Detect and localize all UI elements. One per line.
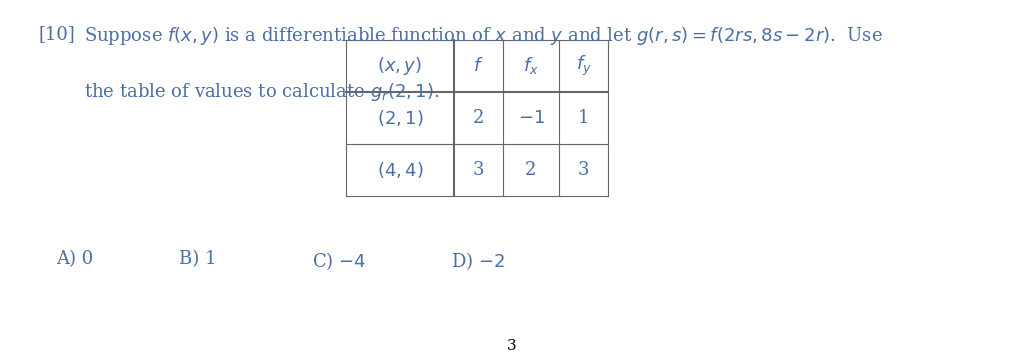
Text: A) 0: A) 0 bbox=[56, 250, 93, 268]
Text: $(x, y)$: $(x, y)$ bbox=[378, 55, 422, 77]
Text: [10]: [10] bbox=[39, 25, 76, 43]
Text: 3: 3 bbox=[507, 339, 517, 353]
Text: $f$: $f$ bbox=[473, 57, 483, 75]
Text: $f_x$: $f_x$ bbox=[523, 55, 539, 76]
Text: 3: 3 bbox=[472, 161, 484, 179]
Text: $f_y$: $f_y$ bbox=[575, 54, 592, 78]
Text: D) $-2$: D) $-2$ bbox=[451, 250, 505, 272]
Text: 1: 1 bbox=[578, 109, 590, 127]
Text: $(4, 4)$: $(4, 4)$ bbox=[377, 160, 423, 180]
Text: B) 1: B) 1 bbox=[179, 250, 217, 268]
Text: $(2, 1)$: $(2, 1)$ bbox=[377, 108, 423, 128]
Text: 2: 2 bbox=[472, 109, 484, 127]
Text: 2: 2 bbox=[525, 161, 537, 179]
Text: Suppose $f(x, y)$ is a differentiable function of $x$ and $y$ and let $g(r, s) =: Suppose $f(x, y)$ is a differentiable fu… bbox=[84, 25, 883, 47]
Text: C) $-4$: C) $-4$ bbox=[312, 250, 367, 272]
Text: the table of values to calculate $g_r(2, 1)$.: the table of values to calculate $g_r(2,… bbox=[84, 81, 439, 103]
Text: $-1$: $-1$ bbox=[517, 109, 545, 127]
Text: 3: 3 bbox=[578, 161, 590, 179]
